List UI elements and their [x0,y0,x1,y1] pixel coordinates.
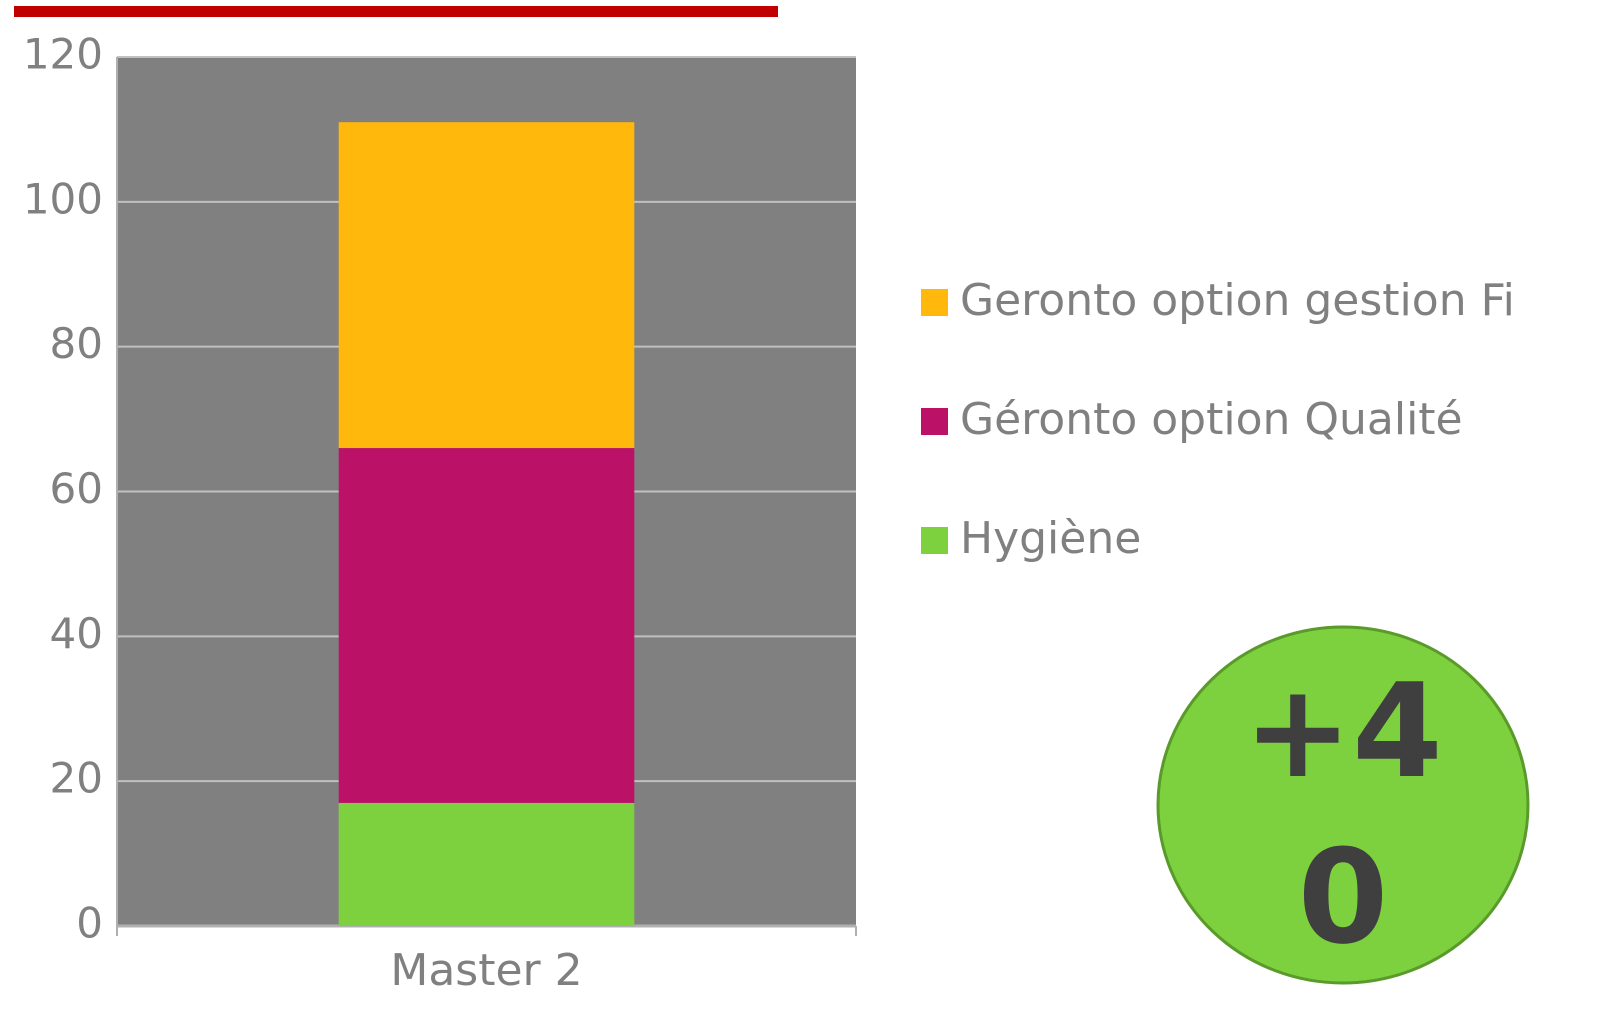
y-tick-label: 60 [50,464,103,513]
y-tick-label: 40 [50,609,103,658]
y-tick-label: 100 [23,174,103,223]
legend-swatch [921,527,948,554]
y-tick-label: 80 [50,319,103,368]
legend-label: Géronto option Qualité [960,394,1463,445]
y-tick-label: 120 [23,30,103,79]
bar-segment [338,448,635,803]
y-tick-label: 0 [76,899,103,948]
legend-label: Geronto option gestion Fi [960,275,1515,326]
bar-segment [338,122,635,449]
header-rule [14,6,778,17]
legend-label: Hygiène [960,513,1141,564]
bar-segment [338,802,635,926]
legend-swatch [921,289,948,316]
y-tick-label: 20 [50,754,103,803]
x-tick-label: Master 2 [390,945,582,996]
badge-circle [1156,625,1530,985]
badge-text: +40 [1243,655,1443,973]
legend-swatch [921,408,948,435]
